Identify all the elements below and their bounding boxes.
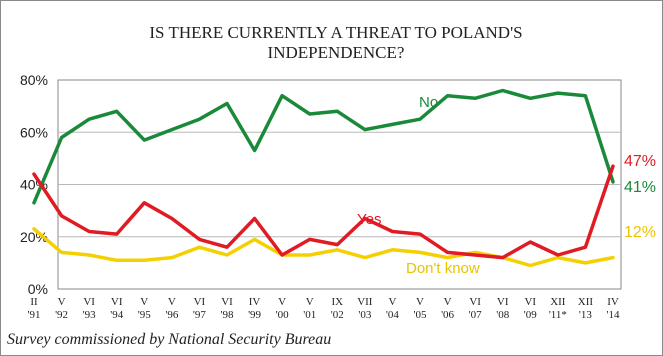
- x-tick-label-year: '06: [441, 309, 454, 321]
- series-label-yes: Yes: [357, 211, 381, 228]
- x-tick-label-year: '93: [83, 309, 96, 321]
- end-label-no: 41%: [624, 179, 656, 196]
- x-tick-label-month: IX: [331, 296, 343, 308]
- x-tick-label-year: '99: [248, 309, 261, 321]
- x-tick-label-month: VII: [357, 296, 373, 308]
- x-tick-label-year: '96: [165, 309, 178, 321]
- x-tick-label-month: V: [416, 296, 424, 308]
- series-label-dont-know: Don't know: [406, 260, 480, 277]
- x-tick-label-month: XII: [550, 296, 566, 308]
- x-tick-label-year: '01: [303, 309, 316, 321]
- series-labels: No Yes Don't know: [357, 94, 480, 277]
- x-tick-label-year: '11*: [549, 309, 567, 321]
- x-tick-label-year: '03: [358, 309, 371, 321]
- x-tick-label-year: '95: [138, 309, 151, 321]
- series-lines: [32, 88, 615, 268]
- x-tick-label-year: '98: [221, 309, 234, 321]
- x-tick-label-month: VI: [111, 296, 123, 308]
- y-tick-label: 80%: [20, 72, 48, 88]
- x-tick-label-month: VI: [469, 296, 481, 308]
- series-line-yes: [32, 164, 615, 260]
- x-tick-label-month: VI: [524, 296, 536, 308]
- x-tick-label-year: '14: [607, 309, 620, 321]
- x-tick-label-year: '05: [414, 309, 427, 321]
- chart-title: IS THERE CURRENTLY A THREAT TO POLAND'S …: [149, 23, 522, 62]
- series-line-no: [32, 88, 615, 205]
- x-tick-label-month: V: [168, 296, 176, 308]
- y-tick-label: 0%: [28, 281, 48, 297]
- x-tick-label-month: V: [58, 296, 66, 308]
- chart-title-line-1: IS THERE CURRENTLY A THREAT TO POLAND'S: [149, 23, 522, 42]
- series-label-no: No: [419, 94, 438, 111]
- x-tick-label-year: '00: [276, 309, 289, 321]
- series-line-don-t-know: [32, 227, 615, 268]
- x-tick-label-month: VI: [83, 296, 95, 308]
- x-tick-label-month: IV: [249, 296, 261, 308]
- y-axis-tick-labels: 0%20%40%60%80%: [20, 72, 48, 297]
- x-tick-label-year: '04: [386, 309, 399, 321]
- x-tick-label-month: V: [278, 296, 286, 308]
- x-tick-label-year: '97: [193, 309, 206, 321]
- x-tick-label-year: '91: [28, 309, 41, 321]
- x-tick-label-month: VI: [194, 296, 206, 308]
- x-tick-label-year: '07: [469, 309, 482, 321]
- y-tick-label: 60%: [20, 124, 48, 140]
- x-tick-label-month: IV: [607, 296, 619, 308]
- end-label-yes: 47%: [624, 153, 656, 170]
- x-tick-label-month: XII: [578, 296, 594, 308]
- chart-source-note: Survey commissioned by National Security…: [7, 331, 332, 348]
- x-tick-label-year: '02: [331, 309, 344, 321]
- x-tick-label-year: '08: [496, 309, 509, 321]
- x-axis-tick-labels: II'91V'92VI'93VI'94V'95V'96VI'97VI'98IV'…: [28, 296, 620, 321]
- x-tick-label-month: V: [388, 296, 396, 308]
- x-tick-label-year: '13: [579, 309, 592, 321]
- x-tick-label-year: '09: [524, 309, 537, 321]
- x-tick-label-month: VI: [221, 296, 233, 308]
- x-tick-label-month: V: [444, 296, 452, 308]
- x-tick-label-month: V: [140, 296, 148, 308]
- x-tick-label-year: '94: [110, 309, 123, 321]
- x-tick-label-year: '92: [55, 309, 68, 321]
- gridlines: [58, 131, 621, 238]
- chart-title-line-2: INDEPENDENCE?: [268, 43, 405, 62]
- end-value-labels: 47% 41% 12%: [624, 153, 656, 241]
- x-tick-label-month: V: [306, 296, 314, 308]
- end-label-dont-know: 12%: [624, 224, 656, 241]
- x-tick-label-month: II: [30, 296, 38, 308]
- x-tick-label-month: VI: [497, 296, 509, 308]
